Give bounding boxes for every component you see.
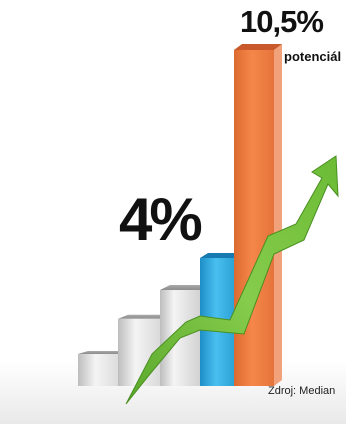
trend-arrow: [125, 155, 339, 405]
source-note: Zdroj: Median: [268, 385, 336, 397]
bar-potential-top: [234, 44, 282, 50]
current-value-label: 4%: [119, 186, 203, 253]
bar-potential-side: [274, 44, 282, 386]
bar-current-top: [200, 253, 244, 258]
potential-value-label: 10,5%: [240, 4, 324, 39]
potential-caption: potenciál: [284, 49, 342, 64]
bar-potential-front: [234, 50, 274, 386]
bar-3-top: [160, 285, 210, 290]
bar-potential: [234, 44, 282, 386]
